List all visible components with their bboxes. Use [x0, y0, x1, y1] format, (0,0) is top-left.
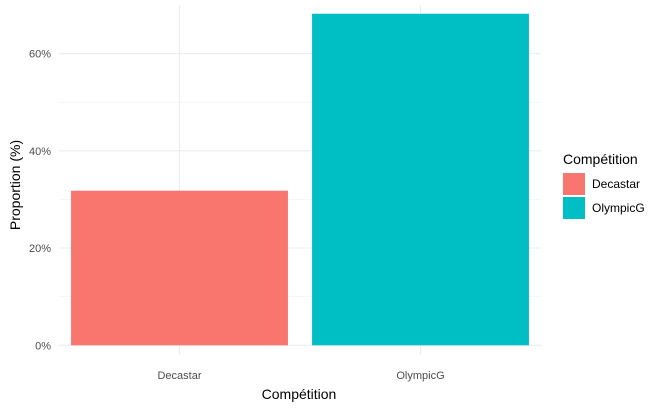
bars: [71, 13, 529, 346]
x-tick-label: OlympicG: [396, 370, 444, 382]
legend-key-olympicg: [563, 197, 585, 219]
bar-decastar: [71, 190, 288, 346]
legend-title: Compétition: [563, 151, 638, 167]
y-tick-label: 20%: [29, 243, 51, 255]
x-tick-labels: Decastar OlympicG: [157, 370, 444, 382]
y-tick-label: 40%: [29, 146, 51, 158]
y-tick-label: 0%: [35, 340, 51, 352]
y-tick-label: 60%: [29, 49, 51, 61]
legend-key-decastar: [563, 173, 585, 195]
legend-label: Decastar: [592, 177, 640, 191]
y-tick-labels: 0% 20% 40% 60%: [29, 49, 51, 353]
x-axis-title: Compétition: [262, 386, 337, 402]
legend: Compétition Decastar OlympicG: [563, 151, 645, 219]
legend-label: OlympicG: [592, 201, 645, 215]
bar-olympicg: [312, 13, 529, 346]
y-axis-title: Proportion (%): [7, 140, 23, 230]
legend-entries: Decastar OlympicG: [563, 173, 645, 219]
x-tick-label: Decastar: [157, 370, 201, 382]
